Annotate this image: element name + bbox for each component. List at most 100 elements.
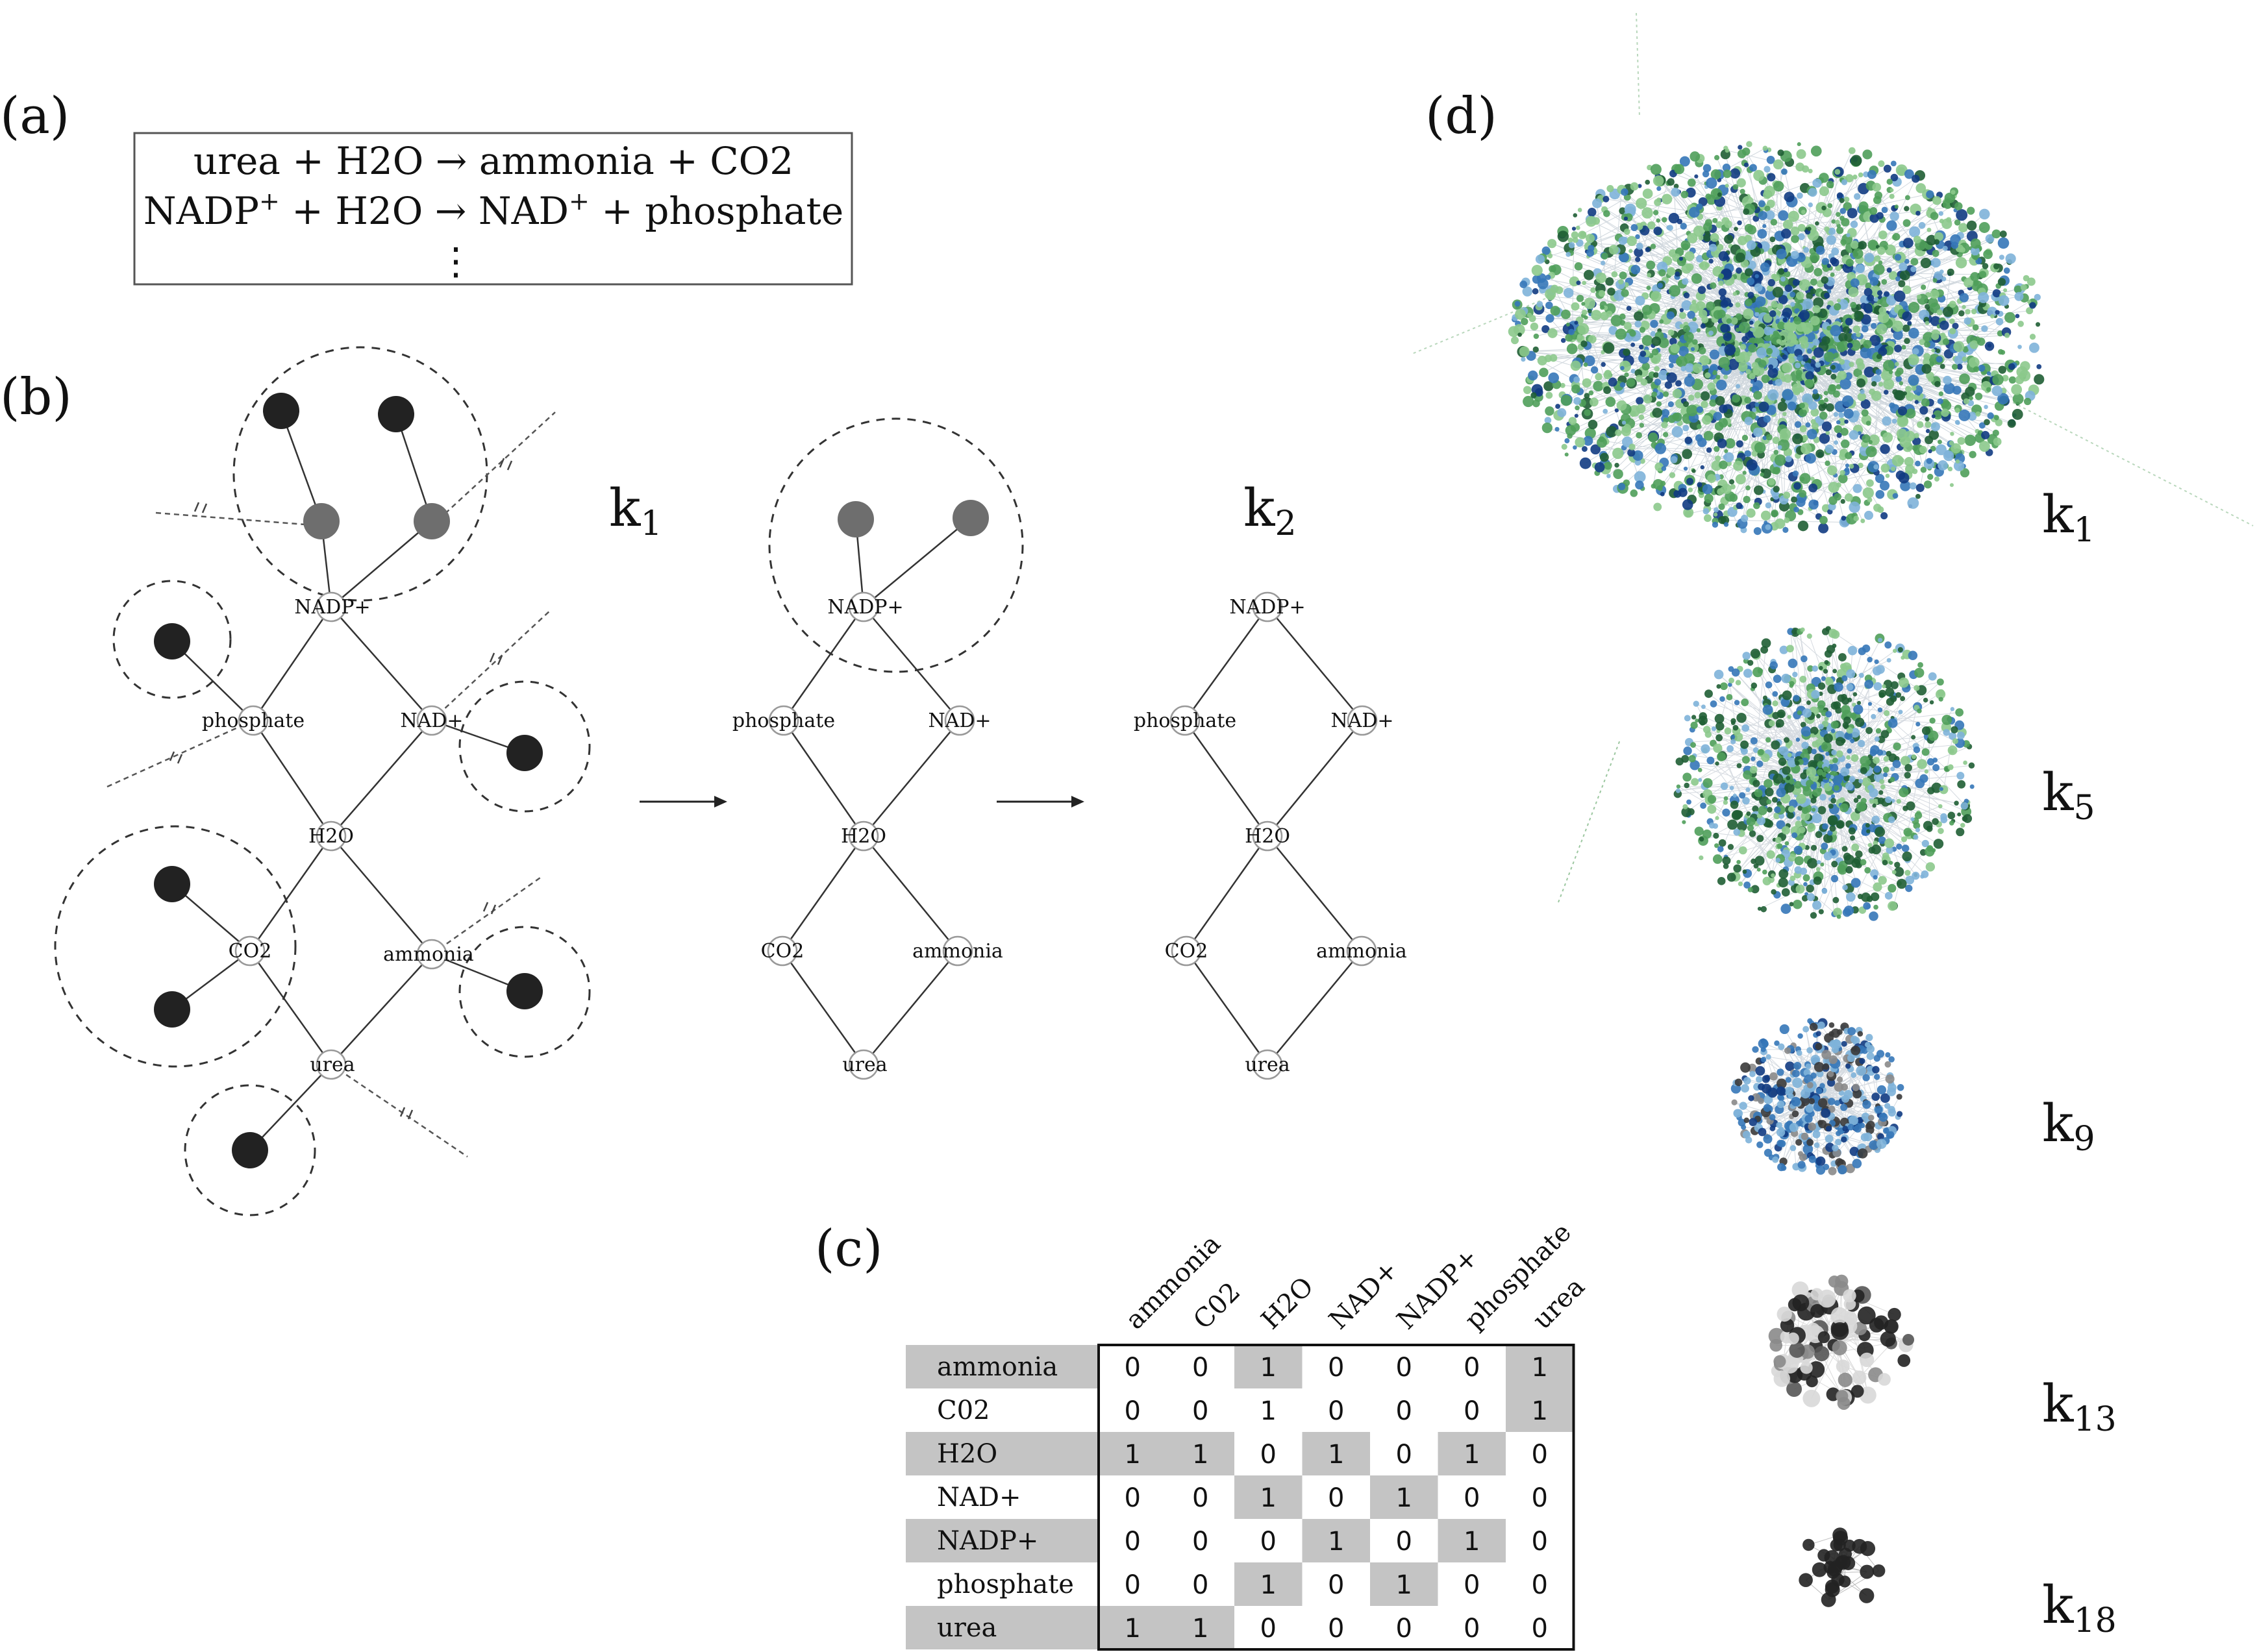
peripheral-node — [378, 396, 414, 432]
core-k-label: k5 — [2042, 762, 2095, 828]
panel-label-b: (b) — [0, 368, 72, 426]
core-nodes — [1673, 626, 1975, 921]
cell-shade — [1302, 1432, 1370, 1475]
matrix-cell: 1 — [1125, 1614, 1141, 1644]
superscript-1: + — [259, 187, 280, 216]
reaction-2-mid: + H2O → NAD — [280, 189, 569, 233]
arrow-1 — [640, 796, 727, 808]
matrix-cell: 1 — [1192, 1440, 1208, 1470]
matrix-cell: 0 — [1192, 1353, 1208, 1383]
peripheral-node — [506, 973, 543, 1009]
label-h2o: H2O — [841, 825, 886, 848]
gray-node — [303, 503, 340, 539]
label-nadp: NADP+ — [827, 596, 903, 619]
matrix-cell: 0 — [1192, 1396, 1208, 1426]
matrix-cell: 0 — [1260, 1614, 1277, 1644]
matrix-cell: 0 — [1396, 1527, 1412, 1557]
dashed-shell — [112, 580, 232, 699]
matrix-cell: 0 — [1328, 1614, 1344, 1644]
matrix-cell: 1 — [1396, 1483, 1412, 1513]
core-k-label: k13 — [2042, 1374, 2117, 1439]
row-label: C02 — [937, 1396, 990, 1425]
reaction-ellipsis: ⋮ — [437, 239, 475, 283]
core-k-label: k9 — [2042, 1093, 2095, 1159]
network-full: NADP+ phosphate NAD+ H2O CO2 ammonia ure… — [54, 346, 591, 1216]
peripheral-node — [506, 735, 543, 771]
label-nadp: NADP+ — [294, 596, 370, 619]
label-urea: urea — [842, 1054, 887, 1076]
core-edges — [1558, 739, 1621, 903]
matrix-cell: 0 — [1396, 1396, 1412, 1426]
label-co2: CO2 — [229, 940, 272, 963]
cell-shade — [1438, 1432, 1506, 1475]
cell-shade — [1166, 1432, 1234, 1475]
matrix-border — [1097, 1344, 1575, 1651]
label-nadp: NADP+ — [1229, 596, 1305, 619]
reaction-2-left: NADP — [143, 189, 259, 233]
label-nad: NAD+ — [400, 709, 463, 732]
matrix-cell: 1 — [1260, 1396, 1277, 1426]
matrix-cell: 0 — [1328, 1396, 1344, 1426]
row-label: phosphate — [937, 1570, 1074, 1599]
matrix-cell: 1 — [1328, 1527, 1344, 1557]
matrix-cell: 0 — [1532, 1570, 1548, 1600]
cell-shade — [1438, 1519, 1506, 1562]
matrix-cell: 0 — [1396, 1353, 1412, 1383]
peripheral-node — [263, 393, 299, 429]
row-label: ammonia — [937, 1352, 1058, 1382]
matrix-cell: 1 — [1396, 1570, 1412, 1600]
label-phosphate: phosphate — [1134, 709, 1236, 732]
dashed-shell — [768, 417, 1024, 673]
panel-label-c: (c) — [815, 1220, 883, 1278]
matrix-cell: 1 — [1192, 1614, 1208, 1644]
row-shade — [906, 1519, 1099, 1562]
label-h2o: H2O — [308, 825, 354, 848]
label-urea: urea — [1245, 1054, 1290, 1076]
matrix-cell: 1 — [1125, 1440, 1141, 1470]
matrix-cell: 0 — [1532, 1483, 1548, 1513]
reaction-line-1: urea + H2O → ammonia + CO2 — [193, 139, 793, 183]
row-label: urea — [937, 1613, 997, 1643]
k-label-2: k2 — [1243, 478, 1297, 543]
matrix-cell: 1 — [1532, 1396, 1548, 1426]
dashed-shell — [458, 680, 591, 813]
row-label: NADP+ — [937, 1526, 1038, 1556]
row-label: NAD+ — [937, 1483, 1021, 1512]
matrix-cell: 0 — [1328, 1570, 1344, 1600]
label-co2: CO2 — [761, 940, 804, 963]
cell-shade — [1370, 1475, 1438, 1519]
cell-shade — [1302, 1519, 1370, 1562]
matrix-cell: 0 — [1125, 1570, 1141, 1600]
core-networks: k1 k5 k9 k13 k18 — [1412, 12, 2254, 1640]
core-nodes — [1768, 1274, 1915, 1410]
gray-node — [838, 501, 874, 537]
cell-shade — [1099, 1432, 1167, 1475]
panel-label-d: (d) — [1425, 87, 1497, 145]
cell-shade — [1234, 1562, 1303, 1606]
gray-node — [953, 500, 989, 536]
matrix-cell: 0 — [1464, 1483, 1480, 1513]
matrix-cell: 0 — [1464, 1353, 1480, 1383]
k-label-1: k1 — [609, 478, 662, 543]
cell-shade — [1234, 1475, 1303, 1519]
reaction-2-right: + phosphate — [590, 189, 843, 233]
row-shade — [906, 1345, 1099, 1388]
row-shade — [906, 1606, 1099, 1649]
arrow-2 — [997, 796, 1084, 808]
matrix-cell: 0 — [1125, 1483, 1141, 1513]
dashed-shell — [184, 1084, 316, 1216]
peripheral-node — [232, 1132, 268, 1168]
peripheral-node — [154, 991, 190, 1028]
matrix-cell: 1 — [1464, 1527, 1480, 1557]
matrix-cell: 0 — [1260, 1527, 1277, 1557]
matrix-cell: 0 — [1192, 1527, 1208, 1557]
core-k-label: k18 — [2042, 1575, 2117, 1640]
matrix-cell: 0 — [1328, 1353, 1344, 1383]
matrix-cell: 0 — [1464, 1614, 1480, 1644]
matrix-cell: 0 — [1260, 1440, 1277, 1470]
superscript-2: + — [569, 187, 590, 216]
label-h2o: H2O — [1245, 825, 1290, 848]
cell-shade — [1166, 1606, 1234, 1649]
row-label: H2O — [937, 1439, 997, 1469]
core-k-label: k1 — [2042, 484, 2095, 550]
